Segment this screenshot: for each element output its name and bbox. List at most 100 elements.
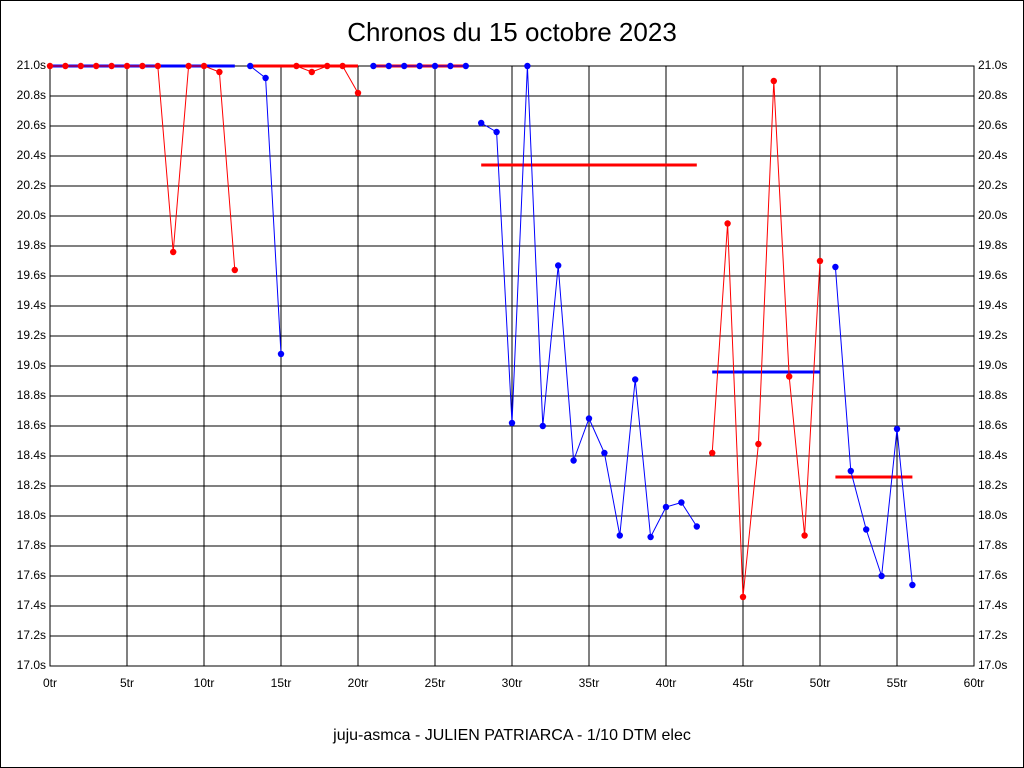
x-tick-label: 5tr (120, 676, 134, 690)
y-tick-label-right: 18.6s (978, 418, 1007, 432)
y-tick-label: 17.8s (17, 538, 46, 552)
data-point (709, 449, 716, 457)
data-point (262, 74, 269, 82)
y-tick-label-right: 17.4s (978, 598, 1007, 612)
data-point (370, 62, 377, 70)
x-tick-label: 30tr (502, 676, 523, 690)
x-tick-label: 50tr (810, 676, 831, 690)
y-tick-label-right: 20.6s (978, 118, 1007, 132)
data-point (293, 62, 300, 70)
data-point (555, 262, 562, 269)
data-point (909, 581, 916, 589)
data-point (93, 62, 100, 70)
y-tick-label-right: 19.4s (978, 298, 1007, 312)
data-point (77, 62, 85, 70)
data-point (123, 62, 131, 70)
y-tick-label: 17.0s (17, 658, 46, 672)
data-point (247, 62, 254, 70)
data-point (786, 373, 793, 380)
y-tick-label-right: 18.2s (978, 478, 1007, 492)
data-point (493, 128, 500, 136)
data-point (308, 68, 315, 76)
data-point (524, 62, 531, 70)
data-point (108, 62, 115, 70)
y-tick-label: 19.4s (17, 298, 46, 312)
x-tick-label: 60tr (964, 676, 985, 690)
y-tick-label: 20.2s (17, 178, 46, 192)
data-point (878, 572, 885, 580)
y-tick-label: 20.6s (17, 118, 46, 132)
data-point (139, 62, 146, 70)
y-tick-label: 17.4s (17, 598, 46, 612)
chart-title: Chronos du 15 octobre 2023 (347, 17, 677, 47)
data-point (185, 62, 192, 70)
y-tick-label-right: 18.0s (978, 508, 1007, 522)
y-tick-label: 19.0s (17, 358, 46, 372)
y-tick-label-right: 19.8s (978, 238, 1007, 252)
y-tick-label: 17.6s (17, 568, 46, 582)
y-tick-label-right: 20.0s (978, 208, 1007, 222)
data-point (277, 350, 285, 358)
y-tick-label-right: 20.4s (978, 148, 1007, 162)
data-point (46, 62, 54, 70)
data-point (431, 62, 439, 70)
y-tick-label-right: 19.0s (978, 358, 1007, 372)
x-tick-label: 40tr (656, 676, 677, 690)
y-tick-label-right: 19.2s (978, 328, 1007, 342)
y-tick-label: 20.0s (17, 208, 46, 222)
y-tick-label-right: 18.4s (978, 448, 1007, 462)
data-point (616, 532, 623, 539)
data-point (401, 62, 408, 70)
chart-footer: juju-asmca - JULIEN PATRIARCA - 1/10 DTM… (332, 727, 691, 744)
data-point (154, 62, 161, 70)
y-tick-label-right: 18.8s (978, 388, 1007, 402)
data-point (863, 526, 870, 533)
x-tick-label: 55tr (887, 676, 908, 690)
data-point (801, 532, 808, 539)
data-point (447, 62, 454, 70)
y-tick-label: 19.6s (17, 268, 46, 282)
y-tick-label: 18.2s (17, 478, 46, 492)
y-tick-label-right: 20.2s (978, 178, 1007, 192)
y-tick-label: 21.0s (17, 58, 46, 72)
x-tick-label: 20tr (348, 676, 369, 690)
data-point (570, 457, 577, 464)
data-point (770, 77, 777, 85)
y-tick-label: 19.2s (17, 328, 46, 342)
data-point (724, 220, 731, 227)
data-point (216, 68, 223, 76)
data-point (539, 422, 546, 430)
y-tick-label-right: 21.0s (978, 58, 1007, 72)
data-point (693, 523, 700, 530)
y-tick-label: 20.8s (17, 88, 46, 102)
data-point (62, 62, 69, 70)
data-point (647, 533, 654, 541)
data-point (632, 376, 639, 383)
data-point (755, 440, 762, 448)
y-tick-label: 18.8s (17, 388, 46, 402)
y-tick-label: 18.0s (17, 508, 46, 522)
data-point (324, 62, 331, 70)
data-point (832, 263, 839, 271)
data-point (462, 62, 469, 70)
x-tick-label: 45tr (733, 676, 754, 690)
y-tick-label: 20.4s (17, 148, 46, 162)
data-point (601, 449, 608, 457)
data-point (416, 62, 423, 70)
x-tick-label: 15tr (271, 676, 292, 690)
x-tick-label: 10tr (194, 676, 215, 690)
y-tick-label-right: 17.8s (978, 538, 1007, 552)
y-tick-label-right: 20.8s (978, 88, 1007, 102)
y-tick-label-right: 17.0s (978, 658, 1007, 672)
y-tick-label-right: 17.6s (978, 568, 1007, 582)
x-tick-label: 25tr (425, 676, 446, 690)
x-tick-label: 0tr (43, 676, 57, 690)
data-point (339, 62, 346, 70)
data-point (508, 419, 516, 427)
data-point (231, 266, 238, 274)
x-tick-label: 35tr (579, 676, 600, 690)
data-point (893, 425, 901, 433)
y-tick-label-right: 19.6s (978, 268, 1007, 282)
